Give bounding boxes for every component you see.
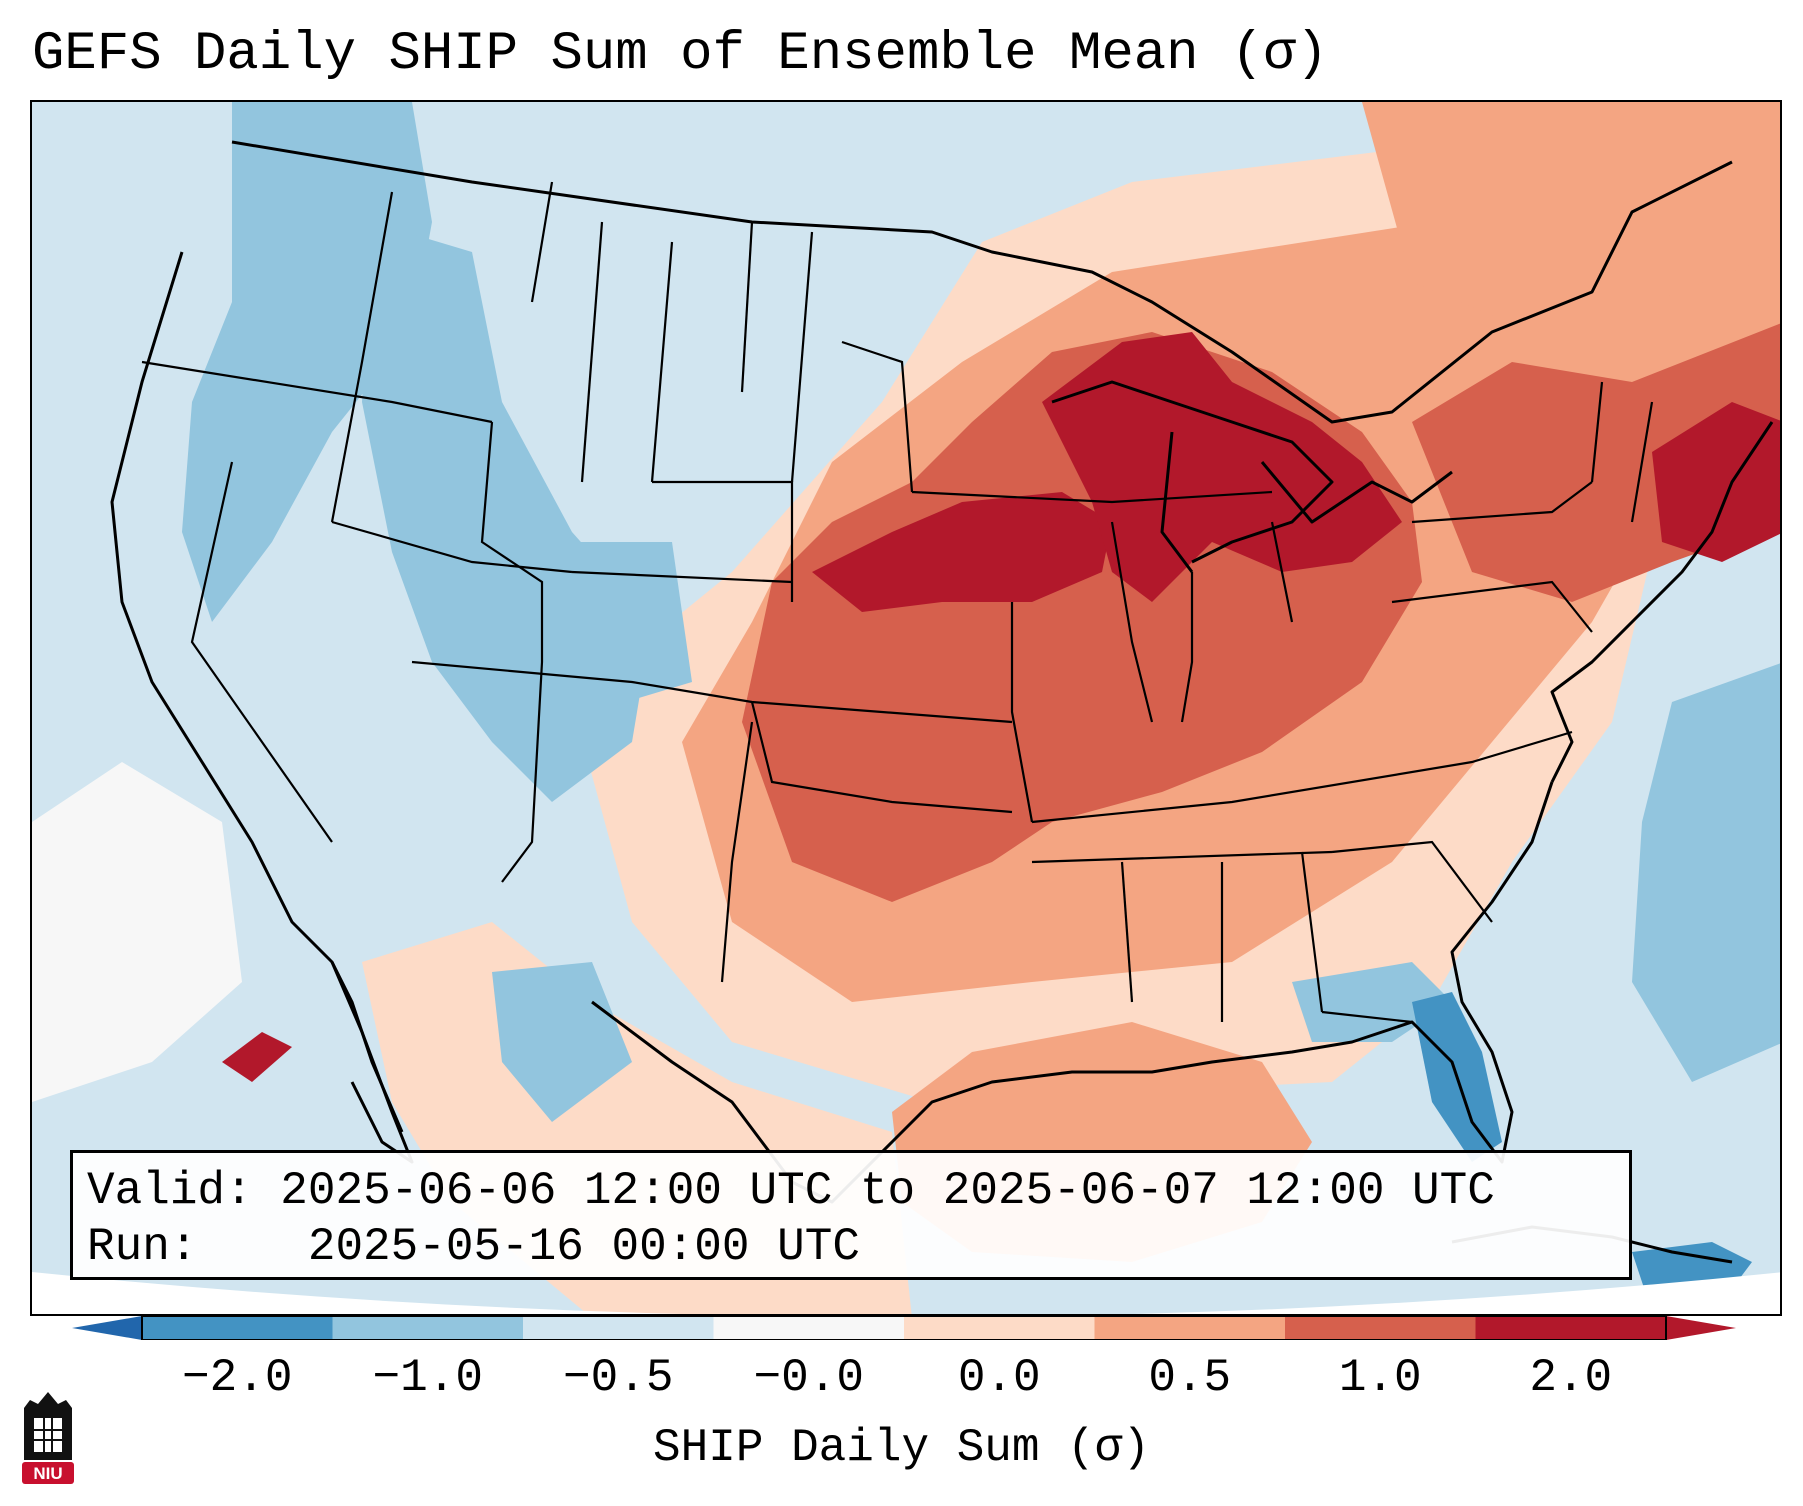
baja-california — [330, 961, 414, 1164]
us-west-coast — [110, 251, 404, 1133]
great-lakes — [1051, 380, 1453, 573]
colorbar-tick-label: −0.0 — [753, 1352, 864, 1404]
colorbar-segment — [332, 1316, 524, 1340]
colorbar-tick-label: 0.5 — [1148, 1352, 1232, 1404]
logo-badge — [22, 1462, 74, 1484]
colorbar-over-triangle — [1666, 1316, 1736, 1340]
colorbar-segment — [904, 1316, 1095, 1340]
colorbar-segment — [1094, 1316, 1286, 1340]
valid-value: 2025-06-06 12:00 UTC to 2025-06-07 12:00… — [280, 1165, 1495, 1217]
colorbar — [72, 1316, 1736, 1340]
logo-text: NIU — [33, 1464, 62, 1483]
anomaly-region-very-strong-warm-iowa-nebraska — [812, 492, 1112, 612]
colorbar-segment — [713, 1316, 905, 1340]
colorbar-tick-label: −1.0 — [372, 1352, 483, 1404]
colorbar-outline — [141, 1316, 1667, 1340]
colorbar-tick-label: 0.0 — [957, 1352, 1041, 1404]
chart-title: GEFS Daily SHIP Sum of Ensemble Mean (σ) — [32, 24, 1329, 85]
colorbar-segment — [1475, 1316, 1667, 1340]
colorbar-under-triangle — [72, 1316, 142, 1340]
colorbar-segment — [523, 1316, 714, 1340]
niu-logo: NIU — [22, 1392, 74, 1484]
anomaly-map — [32, 102, 1780, 1314]
run-value: 2025-05-16 00:00 UTC — [307, 1221, 860, 1273]
colorbar-tick-labels: −2.0 −1.0 −0.5 −0.0 0.0 0.5 1.0 2.0 — [0, 1352, 1803, 1412]
logo-window-grid — [34, 1418, 62, 1452]
anomaly-region-cool-atlantic — [1632, 663, 1780, 1082]
colorbar-tick-label: 2.0 — [1529, 1352, 1613, 1404]
us-canada-border — [231, 140, 1733, 424]
us-east-coast — [1550, 421, 1774, 783]
anomaly-region-very-strong-warm-baja — [222, 1032, 292, 1082]
valid-label: Valid: — [87, 1165, 253, 1217]
colorbar-tick-label: −0.5 — [563, 1352, 674, 1404]
colorbar-segment — [142, 1316, 333, 1340]
run-label: Run: — [87, 1221, 198, 1273]
map-panel: Valid: 2025-06-06 12:00 UTC to 2025-06-0… — [30, 100, 1782, 1316]
colorbar-tick-label: −2.0 — [182, 1352, 293, 1404]
anomaly-region-very-strong-warm-new-england — [1652, 402, 1780, 562]
map-projection-edge — [32, 1272, 1780, 1314]
state-borders — [141, 181, 1654, 1024]
colorbar-label: SHIP Daily Sum (σ) — [653, 1422, 1150, 1474]
colorbar-tick-label: 1.0 — [1338, 1352, 1422, 1404]
anomaly-region-very-strong-warm-great-lakes — [1042, 332, 1402, 602]
anomaly-region-cool-northwest — [182, 102, 432, 622]
colorbar-segment — [1285, 1316, 1476, 1340]
logo-window — [34, 1418, 62, 1452]
anomaly-region-moderate-warm-ne-canada — [1362, 102, 1780, 332]
anomaly-region-near-zero-southwest — [32, 762, 242, 1102]
valid-run-info-box: Valid: 2025-06-06 12:00 UTC to 2025-06-0… — [70, 1150, 1632, 1280]
anomaly-region-cool-colorado — [532, 542, 692, 712]
anomaly-region-cool-mexico — [492, 962, 632, 1122]
